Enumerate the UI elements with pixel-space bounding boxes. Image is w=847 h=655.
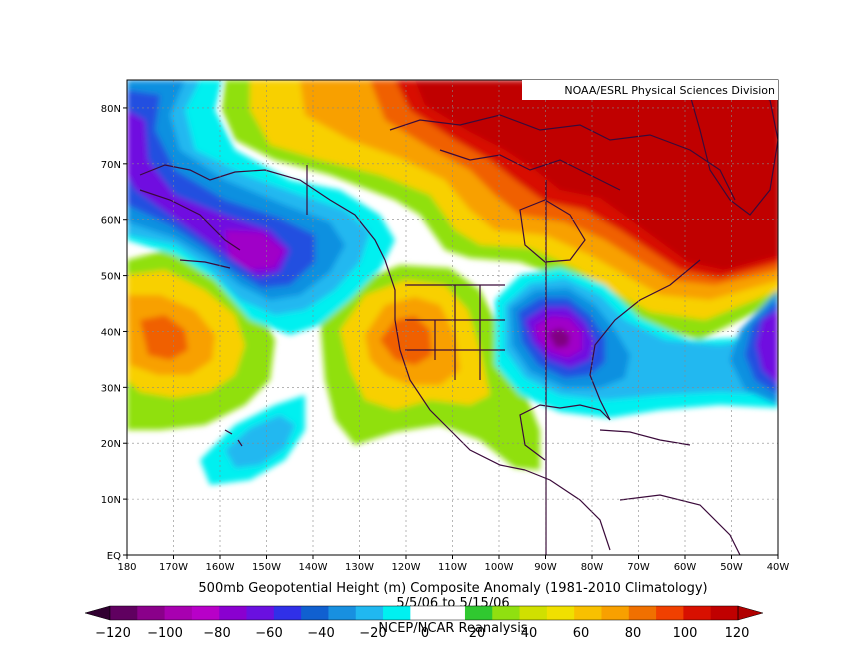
lon-label: 180: [117, 562, 136, 573]
lat-label: 60N: [101, 216, 121, 227]
contour-neg80: [756, 310, 778, 385]
lat-label: 50N: [101, 272, 121, 283]
credit-text: NOAA/ESRL Physical Sciences Division: [564, 84, 775, 97]
lon-label: 120W: [392, 562, 421, 573]
colorbar-label: 120: [725, 626, 750, 641]
lon-label: 50W: [720, 562, 743, 573]
lon-label: 150W: [252, 562, 281, 573]
colorbar-swatch: [710, 606, 739, 620]
colorbar-label: −80: [203, 626, 230, 641]
colorbar-swatch: [246, 606, 275, 620]
gridlines: [127, 80, 778, 555]
contour-neg20: [225, 415, 295, 468]
lat-label: 40N: [101, 327, 121, 338]
colorbar-label: 100: [673, 626, 698, 641]
longitude-labels: 180 170W 160W 150W 140W 130W 120W 110W 100W 90W 80…: [117, 555, 789, 573]
colorbar-label: −20: [359, 626, 386, 641]
colorbar-swatch: [574, 606, 602, 620]
lon-label: 140W: [299, 562, 328, 573]
lon-label: 170W: [159, 562, 188, 573]
lon-label: 90W: [534, 562, 557, 573]
latitude-labels: 80N 70N 60N 50N 40N 30N 20N 10N EQ: [101, 104, 127, 562]
contour-neg120: [548, 328, 570, 348]
source-label: NCEP/NCAR Reanalysis: [378, 621, 527, 636]
colorbar-swatch: [301, 606, 329, 620]
contour-neg100: [225, 230, 285, 270]
lat-label: 20N: [101, 439, 121, 450]
colorbar-swatch: [383, 606, 411, 620]
lon-label: 160W: [206, 562, 235, 573]
colorbar-label: 0: [421, 626, 429, 641]
colorbar-label: −100: [147, 626, 183, 641]
lon-label: 110W: [438, 562, 467, 573]
colorbar-swatch: [191, 606, 220, 620]
colorbar-label: −120: [95, 626, 131, 641]
colorbar-swatch: [355, 606, 384, 620]
lat-label: 70N: [101, 160, 121, 171]
colorbar-label: 20: [469, 626, 486, 641]
colorbar-swatch: [328, 606, 357, 620]
contour-pos80: [140, 315, 188, 360]
credit-box: [522, 80, 778, 100]
colorbar-swatch: [464, 606, 493, 620]
colorbar: [84, 605, 764, 621]
colorbar-label: 40: [521, 626, 538, 641]
colorbar-labels: −120 −100 −80 −60 −40 −20 0 20 40 60 80 100 120: [95, 626, 749, 641]
colorbar-swatch: [110, 606, 138, 620]
colorbar-swatch: [656, 606, 684, 620]
colorbar-label: −60: [255, 626, 282, 641]
colorbar-swatch: [601, 606, 630, 620]
map-title: 500mb Geopotential Height (m) Composite …: [198, 581, 707, 596]
colorbar-label: 60: [573, 626, 590, 641]
colorbar-swatch: [137, 606, 166, 620]
colorbar-swatch: [546, 606, 575, 620]
lon-label: 130W: [345, 562, 374, 573]
lat-label: 80N: [101, 104, 121, 115]
shaded-anomaly-field: [127, 80, 778, 555]
contour-pos120: [415, 80, 778, 270]
colorbar-swatch: [519, 606, 548, 620]
lat-label: 10N: [101, 495, 121, 506]
lon-label: 80W: [581, 562, 604, 573]
colorbar-swatch: [437, 606, 466, 620]
colorbar-swatch: [410, 606, 439, 620]
colorbar-swatch: [273, 606, 302, 620]
colorbar-swatch: [492, 606, 521, 620]
colorbar-swatch: [164, 606, 193, 620]
colorbar-swatch: [683, 606, 712, 620]
lat-label: 30N: [101, 383, 121, 394]
lat-label: EQ: [107, 551, 121, 562]
colorbar-underflow: [84, 605, 111, 621]
colorbar-label: −40: [307, 626, 334, 641]
lon-label: 60W: [674, 562, 697, 573]
colorbar-overflow: [737, 605, 764, 621]
lon-label: 100W: [485, 562, 514, 573]
colorbar-swatch: [628, 606, 657, 620]
colorbar-swatch: [219, 606, 248, 620]
lon-label: 70W: [627, 562, 650, 573]
lon-label: 40W: [767, 562, 790, 573]
colorbar-label: 80: [625, 626, 642, 641]
